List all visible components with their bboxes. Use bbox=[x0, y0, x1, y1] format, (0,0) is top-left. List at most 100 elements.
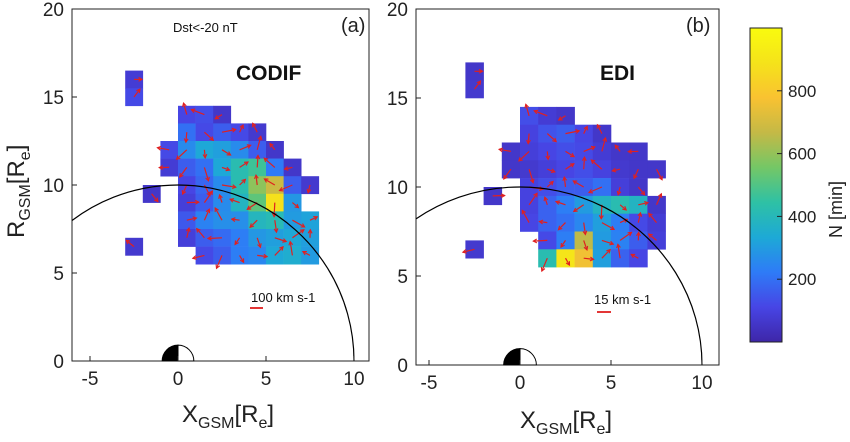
velocity-arrow-head bbox=[590, 145, 596, 151]
velocity-arrow bbox=[583, 146, 596, 152]
velocity-arrow-head bbox=[549, 180, 554, 186]
velocity-arrow-head bbox=[627, 231, 633, 237]
velocity-arrow-head bbox=[476, 80, 482, 86]
panel-a-x-axis-label: XGSM[Re] bbox=[182, 401, 274, 432]
heatmap-cell bbox=[125, 237, 144, 256]
velocity-arrow-head bbox=[205, 208, 211, 214]
velocity-arrow bbox=[302, 251, 311, 256]
velocity-arrow bbox=[133, 88, 141, 98]
heatmap-cell bbox=[556, 195, 575, 214]
velocity-arrow bbox=[229, 198, 240, 204]
velocity-arrow-head bbox=[616, 190, 622, 196]
velocity-arrow bbox=[274, 220, 278, 233]
heatmap-cell bbox=[248, 158, 267, 177]
velocity-arrow-head bbox=[153, 197, 159, 203]
velocity-arrow bbox=[292, 229, 305, 239]
velocity-arrow bbox=[191, 109, 205, 116]
panel-b-scale-label: 15 km s-1 bbox=[594, 292, 651, 307]
velocity-arrow-head bbox=[611, 167, 617, 173]
velocity-arrow bbox=[655, 168, 663, 181]
velocity-arrow bbox=[203, 208, 210, 221]
heatmap-cell bbox=[283, 158, 302, 177]
y-tick-label: 5 bbox=[53, 264, 64, 285]
heatmap-cell bbox=[230, 123, 249, 142]
panel-a-label: (a) bbox=[341, 15, 365, 37]
velocity-arrow bbox=[221, 166, 230, 171]
velocity-arrow bbox=[521, 210, 530, 223]
velocity-arrow-head bbox=[241, 178, 247, 184]
colorbar-tick-label: 200 bbox=[788, 270, 816, 289]
velocity-arrow-head bbox=[589, 256, 595, 262]
velocity-arrow-head bbox=[175, 155, 181, 161]
velocity-arrow bbox=[151, 193, 159, 202]
heatmap-cell bbox=[629, 142, 648, 161]
velocity-arrow bbox=[182, 184, 188, 195]
y-tick-label: 15 bbox=[43, 88, 64, 109]
velocity-arrow bbox=[239, 161, 249, 168]
heatmap-cell bbox=[195, 193, 214, 212]
heatmap-cell bbox=[520, 195, 539, 214]
velocity-arrow bbox=[218, 194, 223, 203]
velocity-arrow bbox=[256, 136, 262, 150]
velocity-arrow-head bbox=[158, 165, 163, 170]
velocity-arrow-head bbox=[569, 163, 575, 168]
heatmap-cell bbox=[629, 213, 648, 232]
velocity-arrow bbox=[555, 200, 566, 206]
heatmap-cell bbox=[178, 105, 196, 124]
velocity-arrow-head bbox=[185, 226, 191, 233]
velocity-arrow-head bbox=[518, 157, 523, 162]
velocity-arrow bbox=[565, 130, 580, 135]
velocity-arrow bbox=[648, 233, 657, 241]
heatmap-cell bbox=[301, 229, 320, 247]
heatmap-cell bbox=[283, 176, 302, 195]
velocity-arrow-head bbox=[521, 209, 526, 215]
heatmap-cell bbox=[195, 105, 214, 124]
x-tick-label: 0 bbox=[173, 369, 184, 390]
velocity-arrow-head bbox=[543, 196, 549, 202]
velocity-arrow-head bbox=[307, 228, 313, 234]
velocity-arrow-head bbox=[125, 239, 131, 245]
velocity-arrow bbox=[546, 151, 549, 160]
velocity-arrow bbox=[207, 237, 223, 240]
velocity-arrow-head bbox=[301, 251, 307, 256]
velocity-arrow-head bbox=[192, 216, 198, 222]
y-tick-label: 0 bbox=[53, 352, 64, 373]
velocity-arrow bbox=[157, 147, 170, 151]
velocity-arrow bbox=[583, 240, 588, 251]
velocity-arrow bbox=[203, 149, 206, 158]
heatmap-cell bbox=[301, 246, 320, 265]
velocity-arrow bbox=[221, 128, 236, 133]
velocity-arrow bbox=[214, 114, 223, 120]
velocity-arrow bbox=[257, 254, 268, 258]
velocity-arrow-head bbox=[234, 240, 239, 246]
colorbar: 200 400 600 800 N [min] bbox=[749, 27, 846, 343]
velocity-arrow bbox=[583, 126, 588, 134]
velocity-arrow bbox=[125, 239, 135, 248]
heatmap-cell bbox=[556, 178, 575, 197]
heatmap-cell bbox=[538, 195, 557, 214]
velocity-arrow-head bbox=[279, 245, 284, 251]
velocity-arrow-head bbox=[500, 193, 506, 198]
velocity-arrow bbox=[637, 212, 642, 223]
heatmap-cell bbox=[629, 231, 648, 250]
colorbar-label: N [min] bbox=[826, 181, 846, 238]
x-tick-label: 10 bbox=[343, 369, 364, 390]
y-tick-label: 20 bbox=[43, 0, 64, 21]
velocity-arrow-head bbox=[583, 125, 588, 131]
heatmap-cell bbox=[538, 106, 557, 125]
heatmap-cell bbox=[611, 249, 630, 268]
x-tick-label: 5 bbox=[261, 369, 272, 390]
velocity-arrow bbox=[309, 216, 318, 221]
velocity-arrow bbox=[596, 124, 603, 134]
velocity-arrow bbox=[292, 219, 305, 228]
heatmap-cell bbox=[248, 141, 267, 159]
heatmap-cell bbox=[230, 211, 249, 230]
velocity-arrow bbox=[203, 131, 214, 141]
velocity-arrow-head bbox=[602, 136, 608, 142]
velocity-arrow-head bbox=[637, 211, 643, 217]
velocity-arrow bbox=[583, 157, 586, 170]
velocity-arrow-head bbox=[257, 243, 262, 249]
velocity-arrow-head bbox=[205, 176, 210, 182]
velocity-arrow bbox=[203, 167, 210, 181]
